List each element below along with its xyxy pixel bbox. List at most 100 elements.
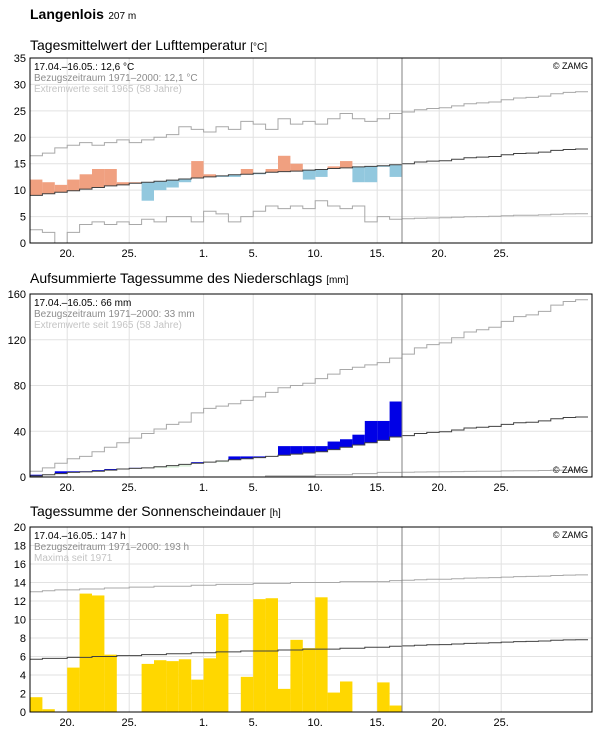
sunshine-bar bbox=[315, 597, 328, 712]
copyright-label: © ZAMG bbox=[553, 61, 588, 71]
sunshine-bar bbox=[265, 598, 278, 712]
x-tick-label: 5. bbox=[249, 717, 258, 729]
sunshine-bar bbox=[203, 658, 216, 712]
temperature-anomaly-bar bbox=[79, 174, 92, 190]
sunshine-bar bbox=[178, 659, 192, 712]
precipitation-deficit-bar bbox=[154, 466, 167, 468]
sunshine-bar bbox=[253, 599, 266, 712]
temperature-anomaly-bar bbox=[364, 166, 378, 183]
y-tick-label: 25 bbox=[14, 106, 26, 118]
station-name: Langenlois bbox=[30, 6, 104, 22]
y-tick-label: 5 bbox=[20, 212, 26, 224]
precipitation-excess-bar bbox=[228, 456, 241, 460]
x-tick-label: 10. bbox=[308, 717, 323, 729]
x-tick-label: 25. bbox=[122, 248, 137, 260]
x-tick-label: 15. bbox=[370, 482, 385, 494]
y-tick-label: 10 bbox=[14, 615, 26, 627]
y-tick-label: 0 bbox=[20, 472, 26, 484]
temperature-anomaly-bar bbox=[302, 170, 316, 180]
y-tick-label: 20 bbox=[14, 522, 26, 534]
chart-panel-1 bbox=[29, 293, 593, 478]
x-tick-label: 20. bbox=[432, 248, 447, 260]
extreme-series-line bbox=[30, 200, 588, 244]
x-tick-label: 20. bbox=[60, 248, 75, 260]
sunshine-bar bbox=[191, 679, 204, 712]
y-tick-label: 35 bbox=[14, 53, 26, 65]
x-tick-label: 20. bbox=[432, 717, 447, 729]
x-tick-label: 5. bbox=[249, 248, 258, 260]
y-tick-label: 6 bbox=[20, 652, 26, 664]
precipitation-excess-bar bbox=[377, 420, 390, 441]
x-tick-label: 15. bbox=[370, 248, 385, 260]
temperature-anomaly-bar bbox=[154, 181, 167, 191]
temperature-anomaly-bar bbox=[104, 169, 117, 186]
temperature-anomaly-bar bbox=[228, 174, 241, 177]
sunshine-bar bbox=[67, 667, 80, 712]
y-tick-label: 18 bbox=[14, 541, 26, 553]
panel-title-precipitation: Aufsummierte Tagessumme des Niederschlag… bbox=[30, 270, 348, 286]
precipitation-excess-bar bbox=[191, 462, 204, 464]
y-tick-label: 160 bbox=[8, 289, 26, 301]
y-tick-label: 0 bbox=[20, 238, 26, 250]
y-tick-label: 30 bbox=[14, 79, 26, 91]
panel-title: Aufsummierte Tagessumme des Niederschlag… bbox=[30, 270, 323, 286]
x-tick-label: 25. bbox=[494, 482, 509, 494]
temperature-anomaly-bar bbox=[340, 161, 353, 168]
sunshine-bar bbox=[104, 654, 117, 712]
sunshine-bar bbox=[389, 705, 402, 712]
x-tick-label: 1. bbox=[199, 717, 208, 729]
temperature-anomaly-bar bbox=[278, 155, 291, 172]
precipitation-excess-bar bbox=[54, 471, 68, 474]
temperature-anomaly-bar bbox=[240, 169, 254, 175]
info-line-1: Bezugszeitraum 1971–2000: 193 h bbox=[34, 542, 189, 553]
info-line-1: Bezugszeitraum 1971–2000: 33 mm bbox=[34, 309, 195, 320]
panel-unit: [°C] bbox=[250, 42, 267, 53]
temperature-anomaly-bar bbox=[166, 180, 179, 188]
info-line-0: 17.04.–16.05.: 12,6 °C bbox=[34, 62, 134, 73]
temperature-anomaly-bar bbox=[352, 166, 365, 183]
sunshine-bar bbox=[92, 595, 105, 712]
sunshine-bar bbox=[278, 688, 291, 712]
panel-unit: [h] bbox=[269, 508, 281, 519]
info-line-2: Maxima seit 1971 bbox=[34, 553, 113, 564]
temperature-anomaly-bar bbox=[54, 184, 68, 193]
precipitation-excess-bar bbox=[67, 471, 80, 473]
y-tick-label: 10 bbox=[14, 185, 26, 197]
temperature-anomaly-bar bbox=[253, 173, 266, 175]
panel-unit: [mm] bbox=[326, 275, 349, 286]
x-tick-label: 10. bbox=[308, 482, 323, 494]
extreme-series-line bbox=[30, 91, 588, 157]
extreme-series-line bbox=[30, 469, 588, 478]
x-tick-label: 1. bbox=[199, 482, 208, 494]
sunshine-bar bbox=[340, 681, 353, 712]
y-tick-label: 40 bbox=[14, 426, 26, 438]
precipitation-excess-bar bbox=[340, 439, 353, 448]
x-tick-label: 1. bbox=[199, 248, 208, 260]
temperature-anomaly-bar bbox=[30, 179, 43, 196]
precipitation-deficit-bar bbox=[178, 464, 192, 467]
temperature-anomaly-bar bbox=[290, 163, 303, 172]
y-tick-label: 80 bbox=[14, 381, 26, 393]
temperature-anomaly-bar bbox=[203, 174, 216, 177]
x-tick-label: 15. bbox=[370, 717, 385, 729]
x-tick-label: 25. bbox=[122, 482, 137, 494]
x-tick-label: 25. bbox=[494, 248, 509, 260]
precipitation-excess-bar bbox=[240, 456, 254, 459]
y-tick-label: 15 bbox=[14, 159, 26, 171]
y-tick-label: 2 bbox=[20, 689, 26, 701]
extreme-series-line bbox=[30, 574, 588, 593]
x-tick-label: 5. bbox=[249, 482, 258, 494]
normal-series-line bbox=[30, 148, 588, 196]
precipitation-excess-bar bbox=[253, 456, 266, 458]
temperature-anomaly-bar bbox=[178, 179, 192, 183]
temperature-anomaly-bar bbox=[92, 169, 105, 188]
temperature-anomaly-bar bbox=[141, 182, 154, 201]
chart-panel-2 bbox=[29, 526, 593, 713]
plot-frame bbox=[29, 293, 593, 478]
normal-series-line bbox=[30, 639, 588, 660]
x-tick-label: 20. bbox=[60, 482, 75, 494]
precipitation-excess-bar bbox=[327, 441, 340, 450]
chart-panel-0 bbox=[29, 57, 593, 244]
